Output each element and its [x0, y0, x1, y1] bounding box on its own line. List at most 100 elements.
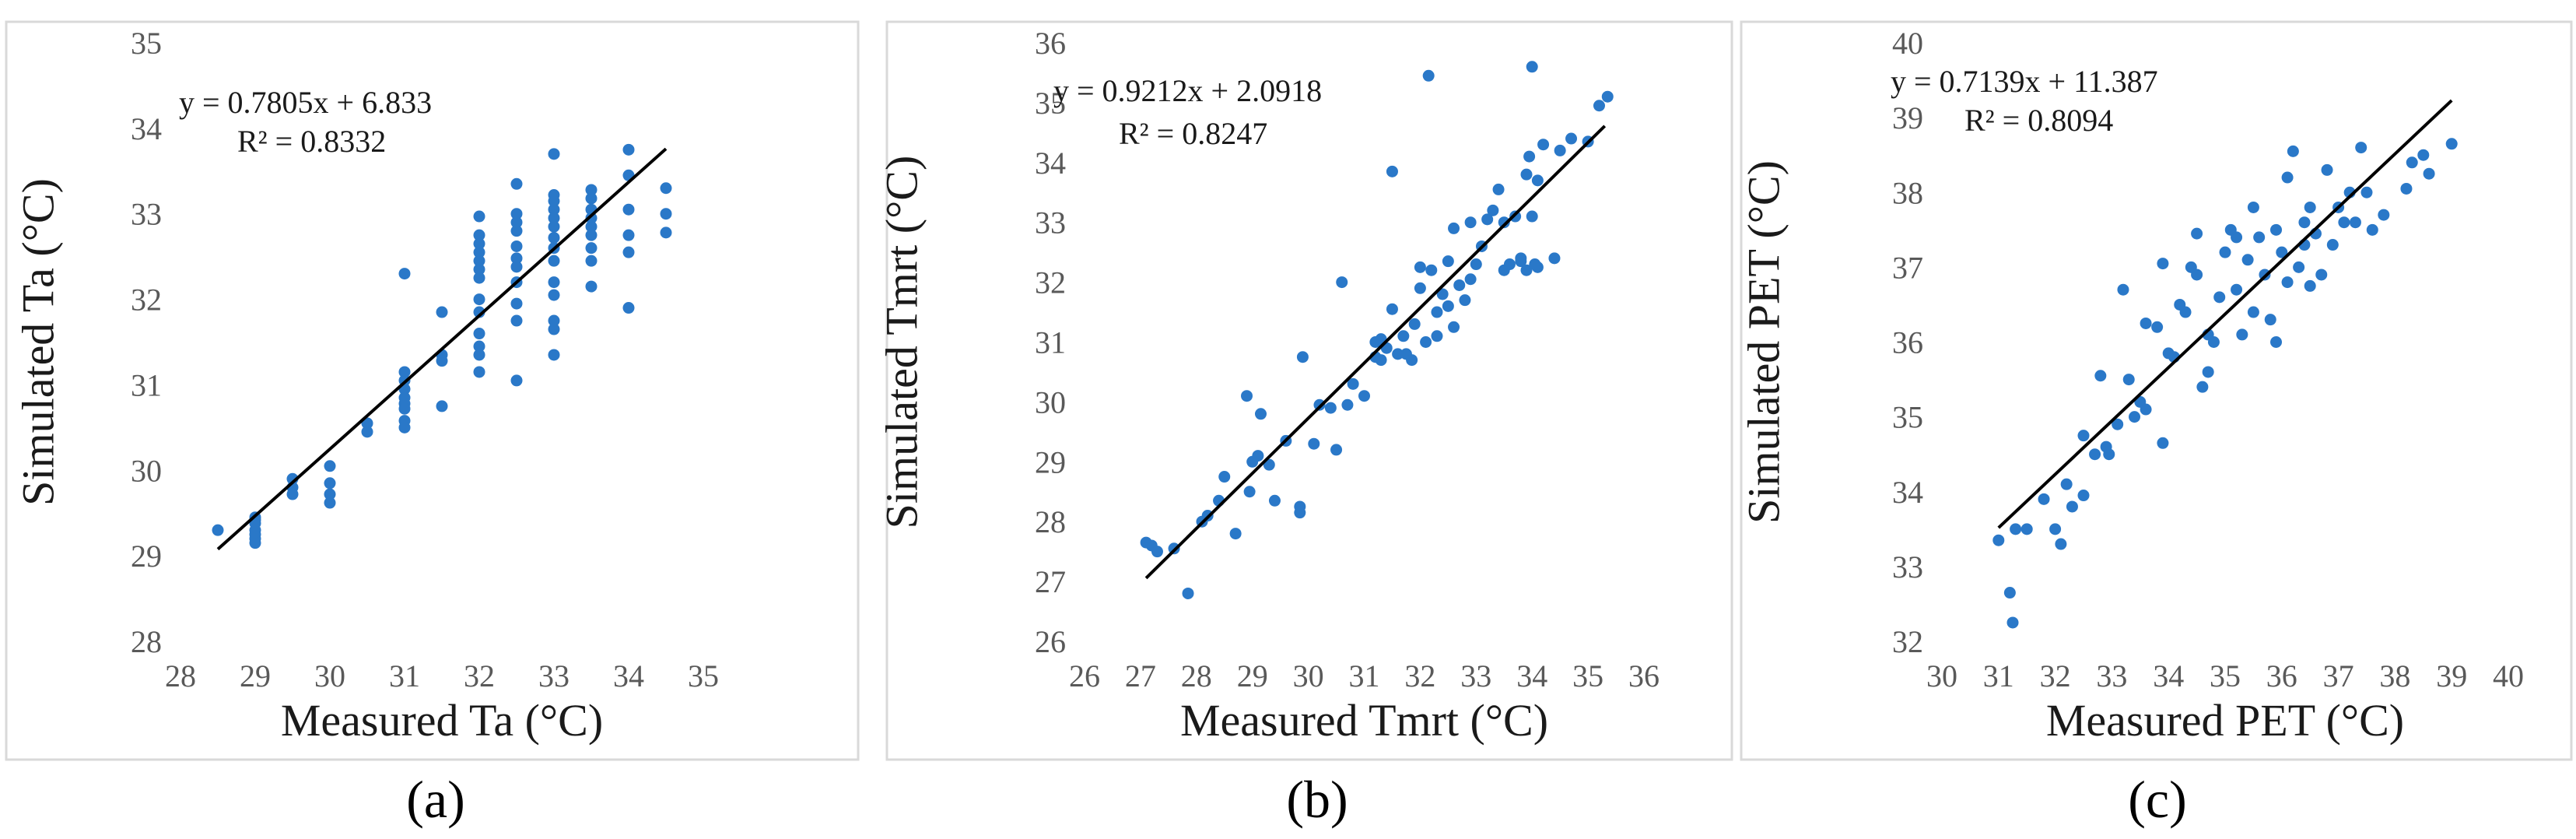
data-point — [324, 497, 336, 509]
data-point — [2006, 616, 2019, 629]
data-point — [1218, 471, 1231, 483]
data-point — [2338, 216, 2350, 229]
data-point — [510, 297, 523, 310]
data-point — [2066, 500, 2078, 513]
x-tick-label: 29 — [240, 658, 271, 693]
data-point — [585, 242, 598, 255]
y-tick-label: 30 — [131, 453, 162, 488]
x-tick-label: 37 — [2323, 658, 2354, 693]
data-point — [361, 426, 373, 438]
data-point — [2281, 276, 2294, 289]
data-point — [548, 203, 560, 216]
data-point — [2321, 163, 2333, 176]
data-point — [212, 524, 224, 536]
data-points — [212, 143, 672, 549]
data-point — [473, 349, 485, 361]
data-point — [473, 237, 485, 250]
data-point — [473, 246, 485, 258]
data-point — [473, 272, 485, 284]
regression-equation: y = 0.7139x + 11.387 — [1891, 64, 2158, 99]
data-point — [1520, 264, 1533, 276]
data-point — [585, 184, 598, 196]
data-point — [1481, 213, 1494, 226]
data-point — [585, 212, 598, 224]
data-point — [2253, 231, 2266, 244]
x-axis-title: Measured Ta (°C) — [281, 695, 603, 746]
x-tick-label: 35 — [2210, 658, 2241, 693]
data-point — [1431, 306, 1443, 318]
data-point — [324, 460, 336, 472]
data-point — [1464, 273, 1477, 286]
y-tick-label: 34 — [131, 111, 162, 146]
data-point — [1487, 204, 1499, 216]
panel-frame — [5, 20, 860, 761]
data-point — [398, 366, 411, 378]
data-point — [1406, 354, 1418, 367]
trend-line — [1997, 99, 2453, 529]
data-point — [473, 210, 485, 223]
data-point — [510, 261, 523, 273]
data-point — [1565, 132, 1578, 145]
regression-equation: y = 0.7805x + 6.833 — [179, 85, 432, 120]
data-point — [1151, 546, 1163, 558]
data-point — [2117, 283, 2129, 296]
data-point — [2231, 231, 2243, 244]
y-axis-title: Simulated Tmrt (°C) — [876, 156, 927, 529]
y-tick-label: 33 — [131, 197, 162, 232]
data-point — [398, 421, 411, 434]
data-point — [473, 366, 485, 378]
data-point — [1453, 279, 1466, 291]
data-point — [548, 195, 560, 207]
panel-caption: (c) — [2128, 770, 2186, 829]
data-point — [548, 231, 560, 244]
data-point — [2366, 223, 2378, 236]
data-point — [2089, 448, 2101, 461]
data-point — [398, 268, 411, 280]
data-point — [1313, 398, 1326, 411]
data-point — [1294, 507, 1306, 519]
data-point — [1268, 494, 1281, 507]
data-point — [2247, 306, 2259, 318]
y-tick-label: 26 — [1035, 624, 1066, 659]
data-point — [2112, 418, 2124, 430]
data-point — [2179, 306, 2192, 318]
data-point — [2417, 149, 2430, 161]
data-point — [1526, 61, 1538, 73]
data-point — [1531, 174, 1544, 187]
y-tick-label: 36 — [1035, 26, 1066, 61]
y-tick-label: 36 — [1892, 325, 1923, 360]
data-point — [548, 220, 560, 233]
data-point — [2191, 227, 2203, 240]
data-point — [510, 314, 523, 327]
data-points — [1140, 61, 1614, 599]
data-point — [1515, 255, 1527, 268]
data-point — [1442, 255, 1454, 268]
data-point — [2055, 538, 2067, 550]
trend-line — [1144, 125, 1607, 580]
data-point — [1492, 183, 1505, 195]
data-point — [1414, 282, 1426, 294]
y-tick-label: 34 — [1035, 146, 1066, 181]
data-point — [2298, 216, 2311, 229]
trend-line — [216, 147, 668, 551]
data-point — [585, 192, 598, 205]
x-tick-label: 26 — [1069, 658, 1100, 693]
y-tick-label: 37 — [1892, 250, 1923, 285]
data-point — [1554, 144, 1566, 156]
x-tick-label: 35 — [1572, 658, 1603, 693]
r-squared-label: R² = 0.8094 — [1964, 103, 2113, 138]
data-point — [2423, 167, 2435, 180]
data-point — [2349, 216, 2361, 229]
data-point — [1254, 408, 1267, 420]
data-point — [1358, 390, 1370, 402]
x-tick-label: 30 — [1926, 658, 1957, 693]
x-tick-label: 31 — [1983, 658, 2014, 693]
data-point — [2140, 317, 2152, 329]
data-point — [1408, 318, 1421, 330]
data-point — [473, 263, 485, 276]
x-tick-label: 32 — [1404, 658, 1435, 693]
data-point — [324, 488, 336, 500]
data-point — [2231, 283, 2243, 296]
data-point — [1341, 398, 1354, 411]
